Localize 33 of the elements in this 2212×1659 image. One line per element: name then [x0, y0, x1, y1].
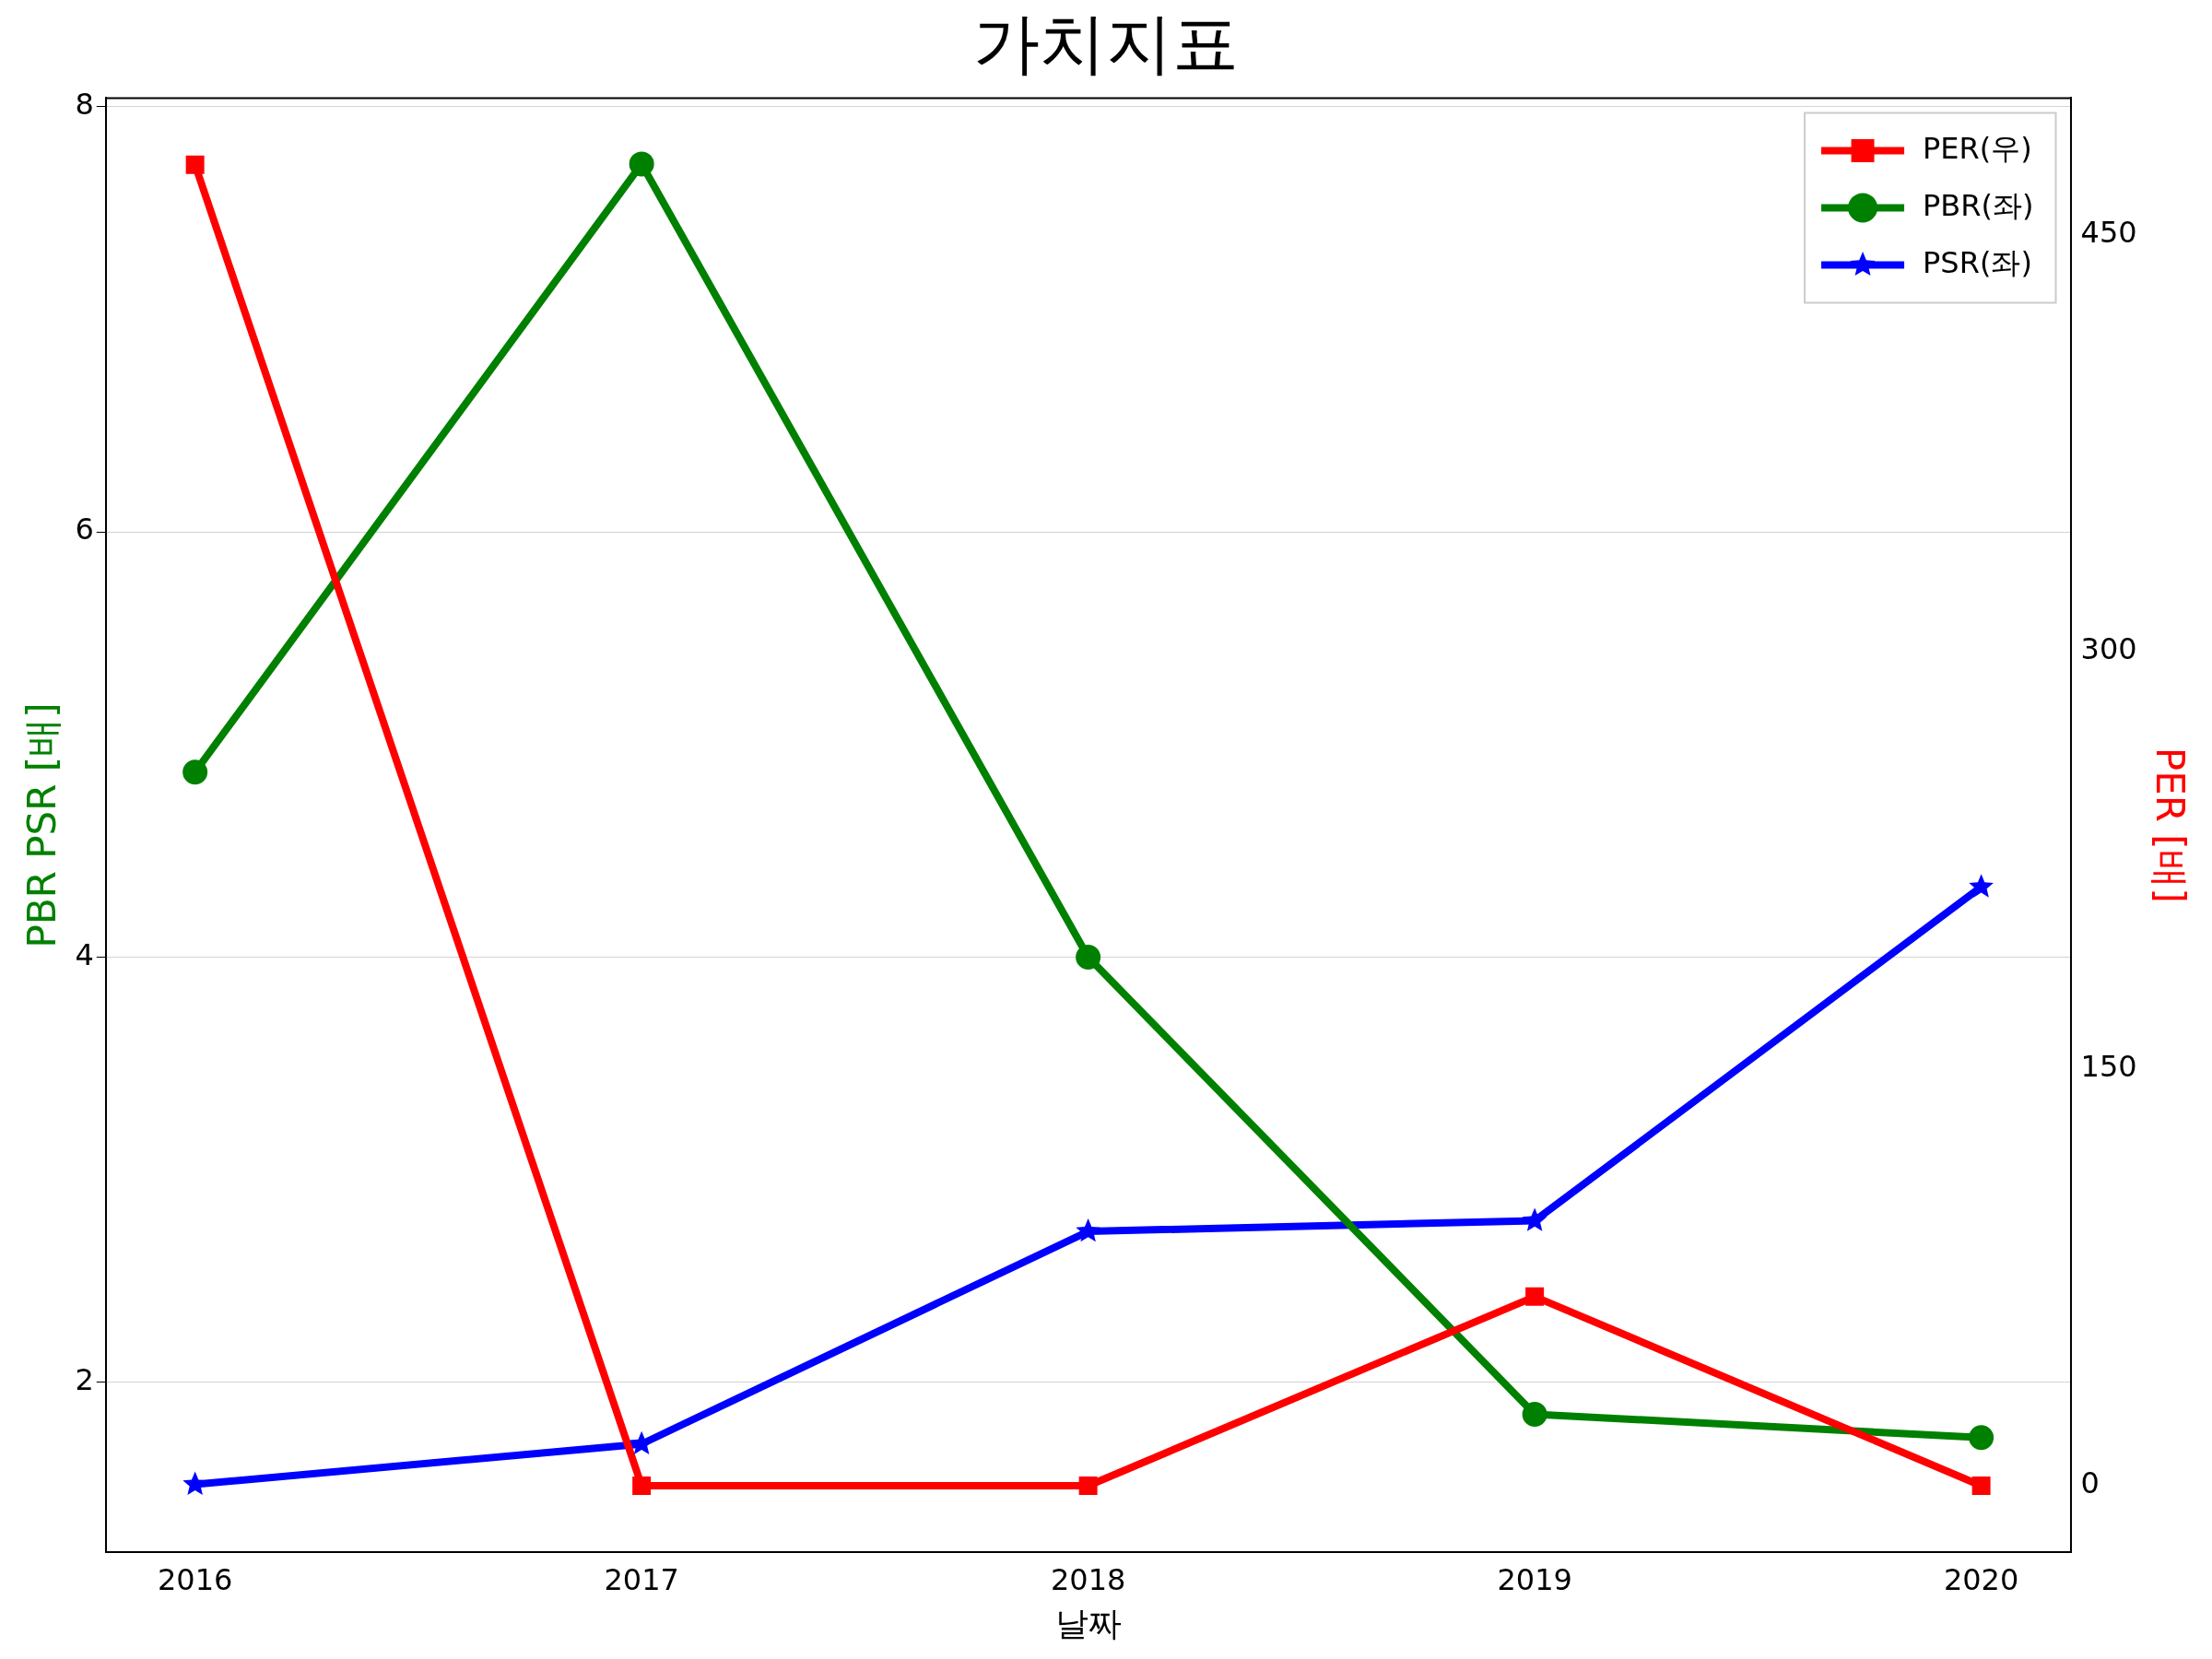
y2-tick-label: 0: [2080, 1465, 2100, 1501]
y2-tick-label: 300: [2080, 631, 2137, 667]
point: [1522, 1401, 1547, 1427]
y2-tick-label: 150: [2080, 1048, 2137, 1084]
point: [1525, 1287, 1545, 1306]
x-tick-label: 2019: [1497, 1561, 1572, 1597]
y-tick-label: 8: [75, 86, 94, 122]
point: [185, 155, 205, 174]
x-tick-label: 2017: [604, 1561, 679, 1597]
chart-title: 가치지표: [973, 4, 1239, 82]
y-axis-title: PBR PSR [배]: [19, 702, 65, 948]
legend-label: PER(우): [1923, 130, 2032, 166]
y2-tick-label: 450: [2080, 214, 2137, 250]
x-tick-label: 2016: [157, 1561, 233, 1597]
y-tick-label: 4: [75, 936, 94, 972]
x-tick-label: 2018: [1050, 1561, 1126, 1597]
x-axis-title: 날짜: [1054, 1604, 1122, 1642]
point: [1522, 1207, 1547, 1231]
point: [1969, 1425, 1994, 1451]
point: [1078, 1477, 1098, 1495]
y2-axis-title: PER [배]: [2147, 747, 2193, 903]
point: [182, 759, 208, 785]
point: [1076, 944, 1101, 970]
point: [1969, 874, 1994, 898]
point: [1076, 1218, 1100, 1242]
y-tick-label: 2: [75, 1362, 94, 1398]
legend-label: PBR(좌): [1923, 187, 2034, 223]
point: [1971, 1477, 1991, 1495]
x-tick-label: 2020: [1943, 1561, 2019, 1597]
point: [629, 151, 654, 177]
legend-label: PSR(좌): [1923, 244, 2032, 280]
point: [632, 1477, 652, 1495]
y-tick-label: 6: [75, 512, 94, 547]
